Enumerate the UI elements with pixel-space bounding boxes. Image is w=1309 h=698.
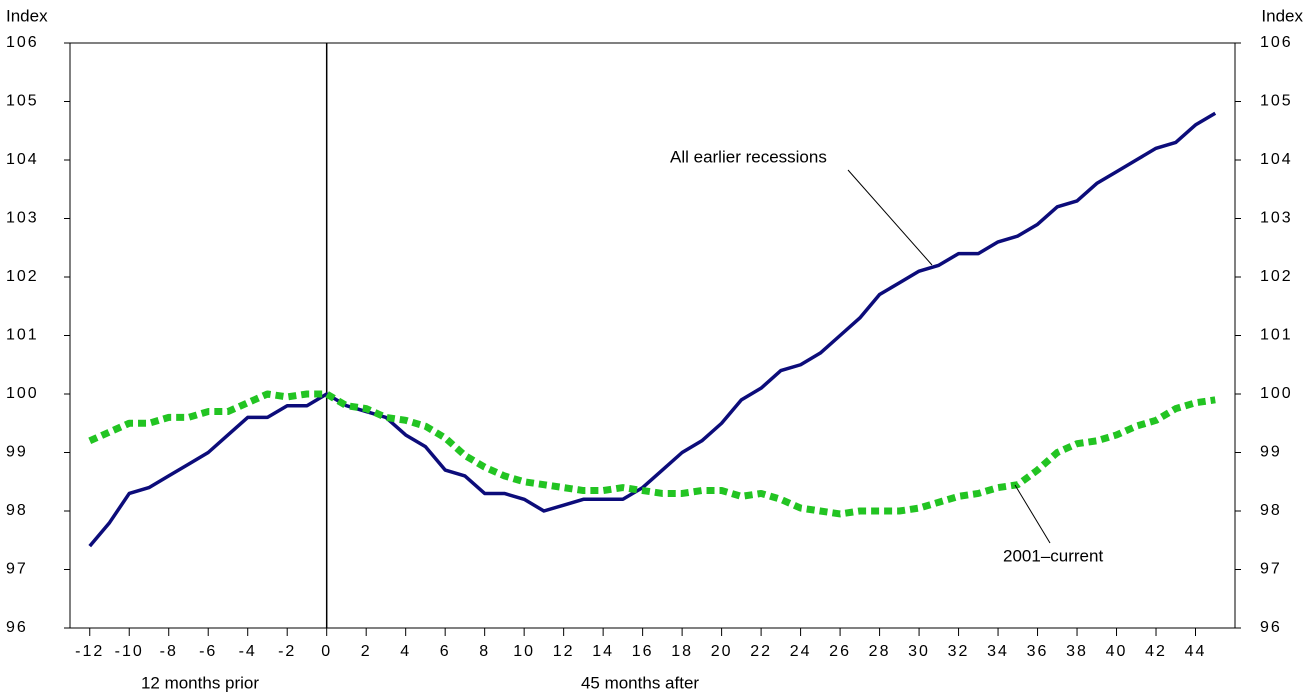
x-tick-label: 2 bbox=[361, 643, 372, 660]
x-tick-label: 18 bbox=[671, 643, 693, 660]
x-tick-label: 16 bbox=[632, 643, 654, 660]
x-tick-label: 4 bbox=[400, 643, 411, 660]
x-tick-label: 22 bbox=[750, 643, 772, 660]
x-tick-label: -10 bbox=[115, 643, 144, 660]
y2-tick-label: 102 bbox=[1260, 268, 1293, 285]
x-tick-label: 12 bbox=[553, 643, 575, 660]
annotation-arrow bbox=[1014, 484, 1051, 544]
x-tick-label: -2 bbox=[278, 643, 296, 660]
x-tick-label: 20 bbox=[711, 643, 733, 660]
y2-tick-label: 105 bbox=[1260, 93, 1293, 110]
x-tick-label: 14 bbox=[592, 643, 614, 660]
y-tick-label: 99 bbox=[6, 444, 28, 461]
x-tick-label: 38 bbox=[1066, 643, 1088, 660]
x-note: 12 months prior bbox=[141, 673, 259, 692]
x-tick-label: 34 bbox=[987, 643, 1009, 660]
annotation-arrow bbox=[847, 169, 933, 266]
y2-tick-label: 97 bbox=[1260, 561, 1282, 578]
y-tick-label: 106 bbox=[6, 34, 39, 51]
y-tick-label: 97 bbox=[6, 561, 28, 578]
y2-axis-label: Index bbox=[1261, 6, 1303, 25]
x-tick-label: 32 bbox=[948, 643, 970, 660]
y2-tick-label: 101 bbox=[1260, 327, 1293, 344]
x-tick-label: 6 bbox=[440, 643, 451, 660]
y2-tick-label: 99 bbox=[1260, 444, 1282, 461]
y-tick-label: 98 bbox=[6, 502, 28, 519]
x-tick-label: 0 bbox=[321, 643, 332, 660]
x-tick-label: -6 bbox=[199, 643, 217, 660]
x-tick-label: -8 bbox=[160, 643, 178, 660]
x-note: 45 months after bbox=[581, 673, 699, 692]
x-tick-label: -4 bbox=[239, 643, 257, 660]
y-axis-label: Index bbox=[6, 6, 48, 25]
x-tick-label: 26 bbox=[829, 643, 851, 660]
y-tick-label: 104 bbox=[6, 151, 39, 168]
x-tick-label: 36 bbox=[1027, 643, 1049, 660]
series-label: 2001–current bbox=[1003, 546, 1103, 565]
x-tick-label: 40 bbox=[1106, 643, 1128, 660]
y-tick-label: 102 bbox=[6, 268, 39, 285]
y-tick-label: 105 bbox=[6, 93, 39, 110]
x-tick-label: 42 bbox=[1145, 643, 1167, 660]
y2-tick-label: 96 bbox=[1260, 619, 1282, 636]
series-line bbox=[88, 390, 1216, 518]
y2-tick-label: 98 bbox=[1260, 502, 1282, 519]
y2-tick-label: 106 bbox=[1260, 34, 1293, 51]
series-label: All earlier recessions bbox=[670, 147, 827, 166]
y2-tick-label: 104 bbox=[1260, 151, 1293, 168]
y-tick-label: 96 bbox=[6, 619, 28, 636]
x-tick-label: -12 bbox=[75, 643, 104, 660]
plot-frame bbox=[69, 42, 1236, 629]
x-tick-label: 28 bbox=[869, 643, 891, 660]
series-line bbox=[88, 111, 1217, 548]
y2-tick-label: 103 bbox=[1260, 210, 1293, 227]
x-tick-label: 8 bbox=[479, 643, 490, 660]
y-tick-label: 103 bbox=[6, 210, 39, 227]
x-tick-label: 44 bbox=[1185, 643, 1207, 660]
y-tick-label: 100 bbox=[6, 385, 39, 402]
x-tick-label: 24 bbox=[790, 643, 812, 660]
y2-tick-label: 100 bbox=[1260, 385, 1293, 402]
x-tick-label: 30 bbox=[908, 643, 930, 660]
y-tick-label: 101 bbox=[6, 327, 39, 344]
x-tick-label: 10 bbox=[513, 643, 535, 660]
